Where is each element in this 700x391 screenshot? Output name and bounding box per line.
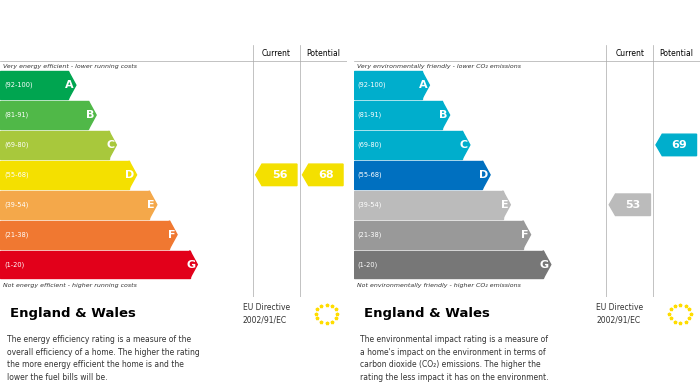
Text: A: A [65, 80, 74, 90]
Text: Potential: Potential [659, 49, 694, 58]
Text: 53: 53 [625, 200, 640, 210]
Text: B: B [86, 110, 94, 120]
Text: Current: Current [615, 49, 644, 58]
Bar [354, 71, 422, 99]
Text: EU Directive
2002/91/EC: EU Directive 2002/91/EC [242, 303, 290, 324]
Polygon shape [503, 191, 510, 219]
Text: (1-20): (1-20) [358, 261, 378, 268]
Polygon shape [543, 251, 551, 278]
Bar [354, 191, 503, 219]
Text: D: D [125, 170, 134, 180]
Text: Not environmentally friendly - higher CO₂ emissions: Not environmentally friendly - higher CO… [357, 283, 521, 287]
Text: (81-91): (81-91) [4, 112, 29, 118]
Text: Very energy efficient - lower running costs: Very energy efficient - lower running co… [4, 64, 137, 69]
Polygon shape [129, 161, 137, 189]
Text: (39-54): (39-54) [358, 201, 382, 208]
Text: Potential: Potential [306, 49, 340, 58]
Text: EU Directive
2002/91/EC: EU Directive 2002/91/EC [596, 303, 643, 324]
Bar [0, 191, 149, 219]
Text: (92-100): (92-100) [4, 82, 33, 88]
Polygon shape [462, 131, 470, 159]
Text: G: G [540, 260, 549, 269]
Text: 68: 68 [318, 170, 334, 180]
Text: (21-38): (21-38) [4, 231, 29, 238]
Text: Energy Efficiency Rating: Energy Efficiency Rating [7, 16, 169, 29]
Polygon shape [69, 71, 76, 99]
Text: D: D [479, 170, 488, 180]
Polygon shape [108, 131, 116, 159]
Text: The environmental impact rating is a measure of
a home's impact on the environme: The environmental impact rating is a mea… [360, 335, 549, 382]
Text: Very environmentally friendly - lower CO₂ emissions: Very environmentally friendly - lower CO… [357, 64, 521, 69]
Polygon shape [169, 221, 177, 249]
Polygon shape [256, 164, 297, 186]
Text: Not energy efficient - higher running costs: Not energy efficient - higher running co… [4, 283, 137, 287]
Text: F: F [522, 230, 528, 240]
Polygon shape [656, 134, 696, 156]
Bar [354, 101, 442, 129]
Text: Current: Current [262, 49, 290, 58]
Bar [0, 221, 169, 249]
Text: (69-80): (69-80) [4, 142, 29, 148]
Polygon shape [190, 251, 197, 278]
Text: 56: 56 [272, 170, 287, 180]
Text: F: F [168, 230, 175, 240]
Bar [0, 131, 108, 159]
Bar [0, 251, 190, 278]
Bar [0, 71, 69, 99]
Text: England & Wales: England & Wales [10, 307, 136, 320]
Text: 69: 69 [671, 140, 687, 150]
Polygon shape [149, 191, 157, 219]
Polygon shape [442, 101, 449, 129]
Text: (55-68): (55-68) [358, 172, 382, 178]
Bar [354, 131, 462, 159]
Text: (21-38): (21-38) [358, 231, 382, 238]
Text: Environmental Impact (CO₂) Rating: Environmental Impact (CO₂) Rating [360, 16, 593, 29]
Polygon shape [422, 71, 429, 99]
Text: England & Wales: England & Wales [364, 307, 490, 320]
Text: (55-68): (55-68) [4, 172, 29, 178]
Bar [0, 101, 88, 129]
Text: E: E [500, 200, 508, 210]
Text: (1-20): (1-20) [4, 261, 25, 268]
Polygon shape [609, 194, 650, 215]
Bar [0, 161, 129, 189]
Polygon shape [88, 101, 96, 129]
Polygon shape [302, 164, 343, 186]
Polygon shape [523, 221, 531, 249]
Text: C: C [460, 140, 468, 150]
Text: E: E [147, 200, 155, 210]
Bar [354, 251, 543, 278]
Bar [354, 161, 482, 189]
Text: C: C [106, 140, 114, 150]
Text: (69-80): (69-80) [358, 142, 382, 148]
Polygon shape [482, 161, 490, 189]
Bar [354, 221, 523, 249]
Text: (39-54): (39-54) [4, 201, 29, 208]
Text: B: B [440, 110, 448, 120]
Text: A: A [419, 80, 428, 90]
Text: (92-100): (92-100) [358, 82, 386, 88]
Text: G: G [186, 260, 195, 269]
Text: The energy efficiency rating is a measure of the
overall efficiency of a home. T: The energy efficiency rating is a measur… [7, 335, 199, 382]
Text: (81-91): (81-91) [358, 112, 382, 118]
